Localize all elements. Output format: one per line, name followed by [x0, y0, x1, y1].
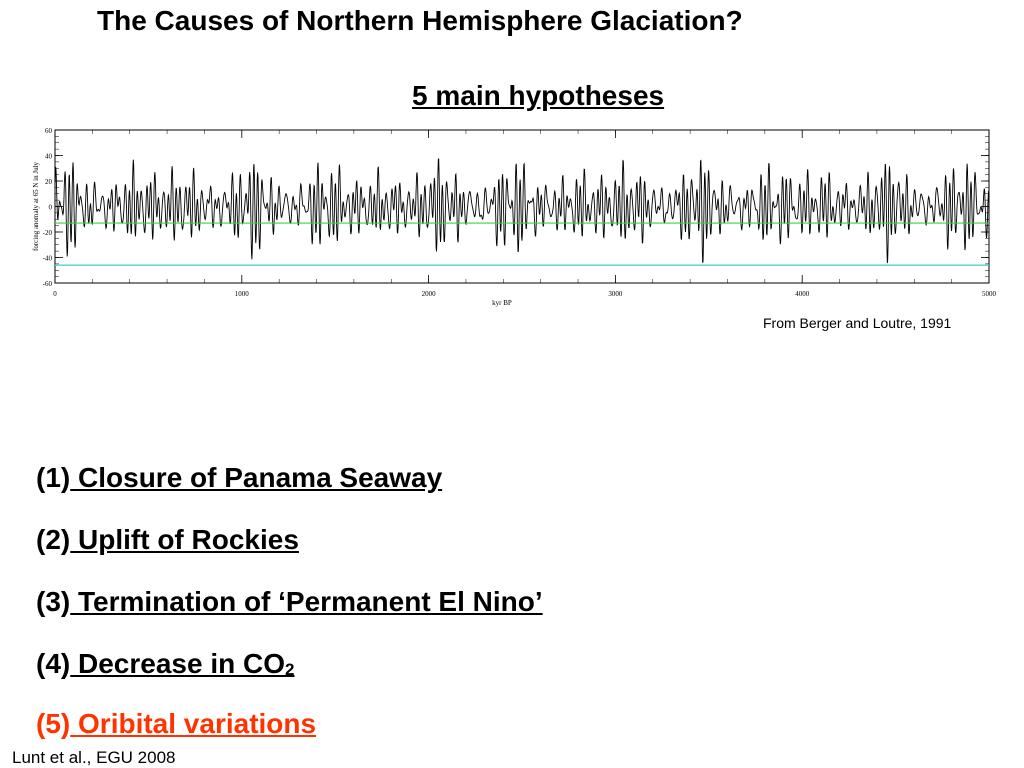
y-tick-label: 40	[45, 153, 53, 161]
co2-subscript: 2	[285, 660, 295, 679]
hypothesis-3: (3) Termination of ‘Permanent El Nino’	[36, 586, 543, 618]
x-tick-label: 5000	[982, 290, 997, 298]
hypothesis-text: Oribital variations	[70, 708, 317, 739]
hypothesis-number: (4)	[36, 648, 71, 679]
slide-title: The Causes of Northern Hemisphere Glacia…	[97, 5, 743, 36]
y-tick-label: 0	[49, 204, 53, 212]
chart-credit: From Berger and Loutre, 1991	[763, 315, 952, 331]
x-tick-label: 3000	[608, 290, 623, 298]
y-tick-label: 60	[45, 127, 53, 135]
y-tick-label: 20	[45, 178, 53, 186]
y-tick-label: -40	[43, 255, 53, 263]
hypothesis-text: Closure of Panama Seaway	[70, 462, 443, 493]
hypothesis-number: (2)	[36, 524, 71, 555]
hypothesis-1: (1) Closure of Panama Seaway	[36, 462, 442, 494]
x-tick-label: 2000	[422, 290, 437, 298]
x-axis-label: kyr BP	[492, 299, 512, 307]
hypothesis-4: (4) Decrease in CO2	[36, 648, 294, 680]
hypothesis-text: Termination of ‘Permanent El Nino’	[70, 586, 543, 617]
hypothesis-text: Decrease in CO	[70, 648, 286, 679]
x-tick-label: 4000	[795, 290, 810, 298]
hypothesis-number: (3)	[36, 586, 71, 617]
y-tick-label: -60	[43, 280, 53, 288]
y-axis-label: forcing anomaly at 65 N in July	[32, 161, 40, 251]
y-tick-label: -20	[43, 229, 53, 237]
footer-citation: Lunt et al., EGU 2008	[12, 748, 176, 767]
slide-subtitle: 5 main hypotheses	[412, 80, 665, 111]
hypothesis-5: (5) Oribital variations	[36, 708, 316, 740]
x-tick-label: 0	[53, 290, 57, 298]
forcing-series-line	[54, 158, 990, 264]
hypothesis-number: (1)	[36, 462, 71, 493]
hypothesis-number: (5)	[36, 708, 71, 739]
hypothesis-2: (2) Uplift of Rockies	[36, 524, 299, 556]
x-tick-label: 1000	[235, 290, 250, 298]
hypothesis-text: Uplift of Rockies	[70, 524, 299, 555]
